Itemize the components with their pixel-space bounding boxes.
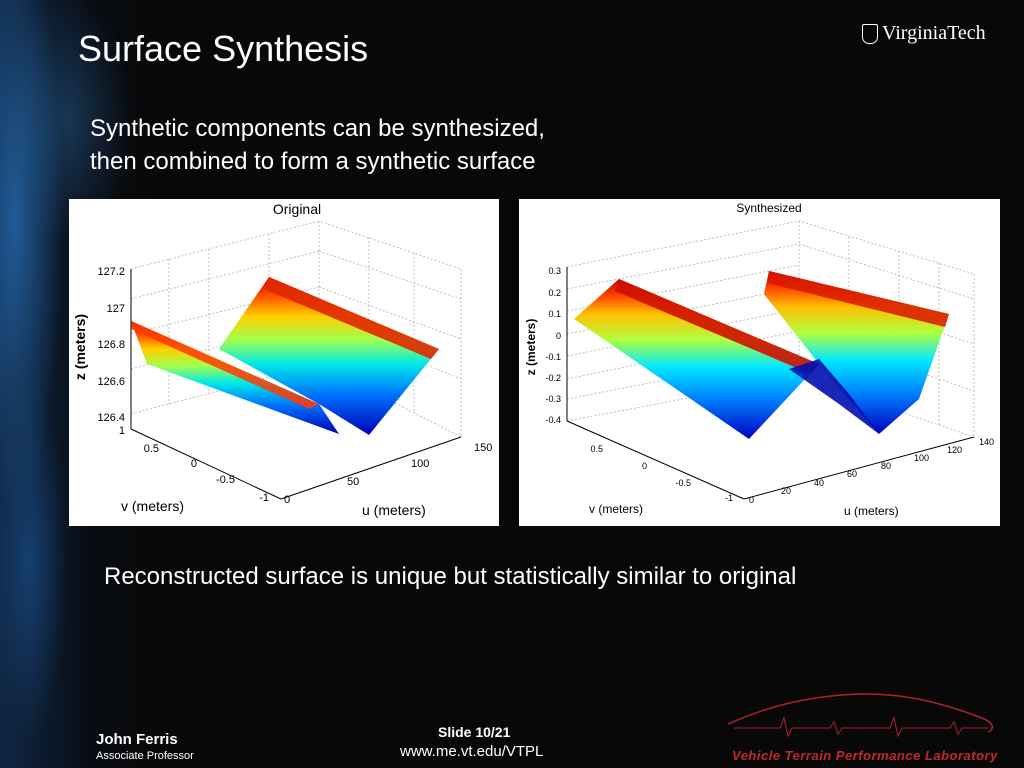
- x-axis-label: u (meters): [362, 502, 426, 518]
- y-ticks: 0.5 0 -0.5 -1: [590, 444, 733, 503]
- z-tick-label: 0.1: [548, 309, 561, 319]
- x-tick-label: 60: [847, 469, 857, 479]
- y-tick-label: 0: [642, 461, 647, 471]
- subtitle-line: then combined to form a synthetic surfac…: [90, 148, 536, 175]
- z-tick-label: -0.4: [545, 415, 561, 425]
- author-name: John Ferris: [96, 731, 178, 748]
- slide-subtitle: Synthetic components can be synthesized,…: [90, 112, 545, 178]
- z-tick-label: 126.8: [97, 339, 125, 351]
- virginia-tech-logo: VirginiaTech: [862, 22, 986, 45]
- chart-title: Original: [273, 201, 321, 217]
- x-tick-label: 50: [347, 476, 359, 488]
- x-tick-label: 40: [814, 478, 824, 488]
- z-axis-label: z (meters): [72, 314, 88, 380]
- surface: [574, 271, 949, 439]
- slide-url[interactable]: www.me.vt.edu/VTPL: [400, 743, 544, 760]
- subtitle-line: Synthetic components can be synthesized,: [90, 115, 545, 142]
- synthesized-surface-plot: Synthesized 0.3 0.2 0.1 0 -0.1 -0.2 -0.3…: [524, 201, 994, 518]
- z-tick-label: -0.1: [545, 352, 561, 362]
- slide-caption: Reconstructed surface is unique but stat…: [104, 563, 797, 590]
- background-watermark: [600, 60, 634, 195]
- y-tick-label: 0.5: [590, 444, 603, 454]
- z-tick-label: 0: [556, 331, 561, 341]
- axis-lines: [130, 269, 462, 500]
- z-tick-label: 0.2: [548, 288, 561, 298]
- author-title: Associate Professor: [96, 750, 194, 762]
- y-tick-label: -1: [259, 492, 269, 504]
- y-ticks: 1 0.5 0 -0.5 -1: [119, 425, 269, 504]
- z-axis-label: z (meters): [524, 319, 538, 376]
- z-tick-label: 127: [107, 303, 125, 315]
- lab-name: Vehicle Terrain Performance Laboratory: [732, 748, 998, 763]
- z-ticks: 127.2 127 126.8 126.6 126.4: [97, 266, 125, 424]
- original-surface-plot: Original 127.2 127 126.8 126.6 126.4 z (…: [72, 201, 492, 518]
- y-tick-label: -0.5: [216, 474, 235, 486]
- z-tick-label: 126.6: [97, 376, 125, 388]
- chart-title: Synthesized: [736, 201, 801, 215]
- x-ticks: 0 20 40 60 80 100 120 140: [749, 437, 994, 505]
- z-tick-label: 0.3: [548, 266, 561, 276]
- y-tick-label: 0.5: [144, 443, 159, 455]
- y-tick-label: -0.5: [675, 478, 691, 488]
- slide-title: Surface Synthesis: [78, 28, 369, 69]
- axis-lines: [566, 267, 975, 500]
- y-tick-label: 0: [191, 458, 197, 470]
- brand-wordmark: VirginiaTech: [882, 22, 986, 44]
- virginia-tech-seal-icon: [862, 23, 878, 44]
- x-tick-label: 20: [781, 486, 791, 496]
- y-axis-label: v (meters): [589, 502, 643, 516]
- y-axis-label: v (meters): [121, 498, 184, 514]
- y-tick-label: -1: [725, 493, 733, 503]
- vtpl-car-logo-icon: [727, 693, 993, 738]
- original-surface-chart: Original 127.2 127 126.8 126.6 126.4 z (…: [69, 199, 499, 526]
- surface: [131, 277, 439, 435]
- x-tick-label: 0: [284, 494, 290, 506]
- z-tick-label: 126.4: [97, 412, 125, 424]
- z-tick-label: 127.2: [97, 266, 125, 278]
- x-axis-label: u (meters): [844, 504, 899, 518]
- z-tick-label: -0.3: [545, 394, 561, 404]
- x-tick-label: 100: [411, 458, 429, 470]
- x-tick-label: 140: [979, 437, 994, 447]
- y-tick-label: 1: [119, 425, 125, 437]
- x-tick-label: 150: [474, 442, 492, 454]
- z-tick-label: -0.2: [545, 373, 561, 383]
- x-ticks: 0 50 100 150: [284, 442, 492, 506]
- x-tick-label: 120: [947, 445, 962, 455]
- slide-number: Slide 10/21: [438, 724, 511, 740]
- x-tick-label: 80: [881, 461, 891, 471]
- x-tick-label: 100: [914, 453, 929, 463]
- z-ticks: 0.3 0.2 0.1 0 -0.1 -0.2 -0.3 -0.4: [545, 266, 561, 425]
- synthesized-surface-chart: Synthesized 0.3 0.2 0.1 0 -0.1 -0.2 -0.3…: [519, 199, 1000, 526]
- x-tick-label: 0: [749, 495, 754, 505]
